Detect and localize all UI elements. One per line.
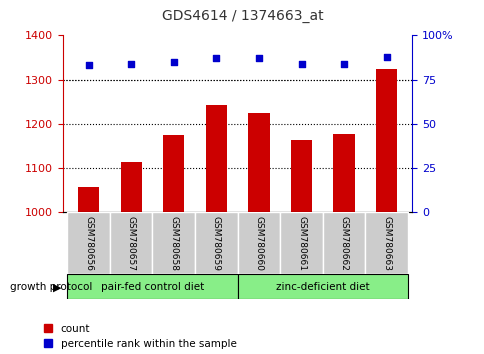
Text: ▶: ▶ xyxy=(53,282,61,292)
Point xyxy=(85,63,92,68)
Text: GSM780661: GSM780661 xyxy=(296,216,305,271)
FancyBboxPatch shape xyxy=(237,274,407,299)
FancyBboxPatch shape xyxy=(280,212,322,274)
Text: GSM780663: GSM780663 xyxy=(381,216,391,271)
Bar xyxy=(375,69,396,212)
Point xyxy=(382,54,390,59)
Text: GSM780657: GSM780657 xyxy=(126,216,136,271)
FancyBboxPatch shape xyxy=(322,212,364,274)
Text: GSM780659: GSM780659 xyxy=(212,216,220,271)
Text: zinc-deficient diet: zinc-deficient diet xyxy=(275,282,369,292)
Bar xyxy=(248,113,269,212)
FancyBboxPatch shape xyxy=(195,212,237,274)
Text: GDS4614 / 1374663_at: GDS4614 / 1374663_at xyxy=(161,9,323,23)
Text: GSM780660: GSM780660 xyxy=(254,216,263,271)
Bar xyxy=(78,187,99,212)
Bar xyxy=(290,140,312,212)
FancyBboxPatch shape xyxy=(67,212,110,274)
Point xyxy=(340,61,348,67)
Point xyxy=(212,56,220,61)
Point xyxy=(169,59,177,65)
Point xyxy=(127,61,135,67)
FancyBboxPatch shape xyxy=(364,212,407,274)
Bar xyxy=(333,134,354,212)
FancyBboxPatch shape xyxy=(67,274,237,299)
Text: growth protocol: growth protocol xyxy=(10,282,92,292)
FancyBboxPatch shape xyxy=(152,212,195,274)
Bar xyxy=(121,161,141,212)
Text: GSM780658: GSM780658 xyxy=(169,216,178,271)
Text: GSM780656: GSM780656 xyxy=(84,216,93,271)
Point xyxy=(297,61,305,67)
Bar xyxy=(205,105,227,212)
Text: GSM780662: GSM780662 xyxy=(339,216,348,271)
FancyBboxPatch shape xyxy=(110,212,152,274)
Bar xyxy=(163,135,184,212)
FancyBboxPatch shape xyxy=(237,212,280,274)
Text: pair-fed control diet: pair-fed control diet xyxy=(101,282,204,292)
Point xyxy=(255,56,262,61)
Legend: count, percentile rank within the sample: count, percentile rank within the sample xyxy=(44,324,236,349)
